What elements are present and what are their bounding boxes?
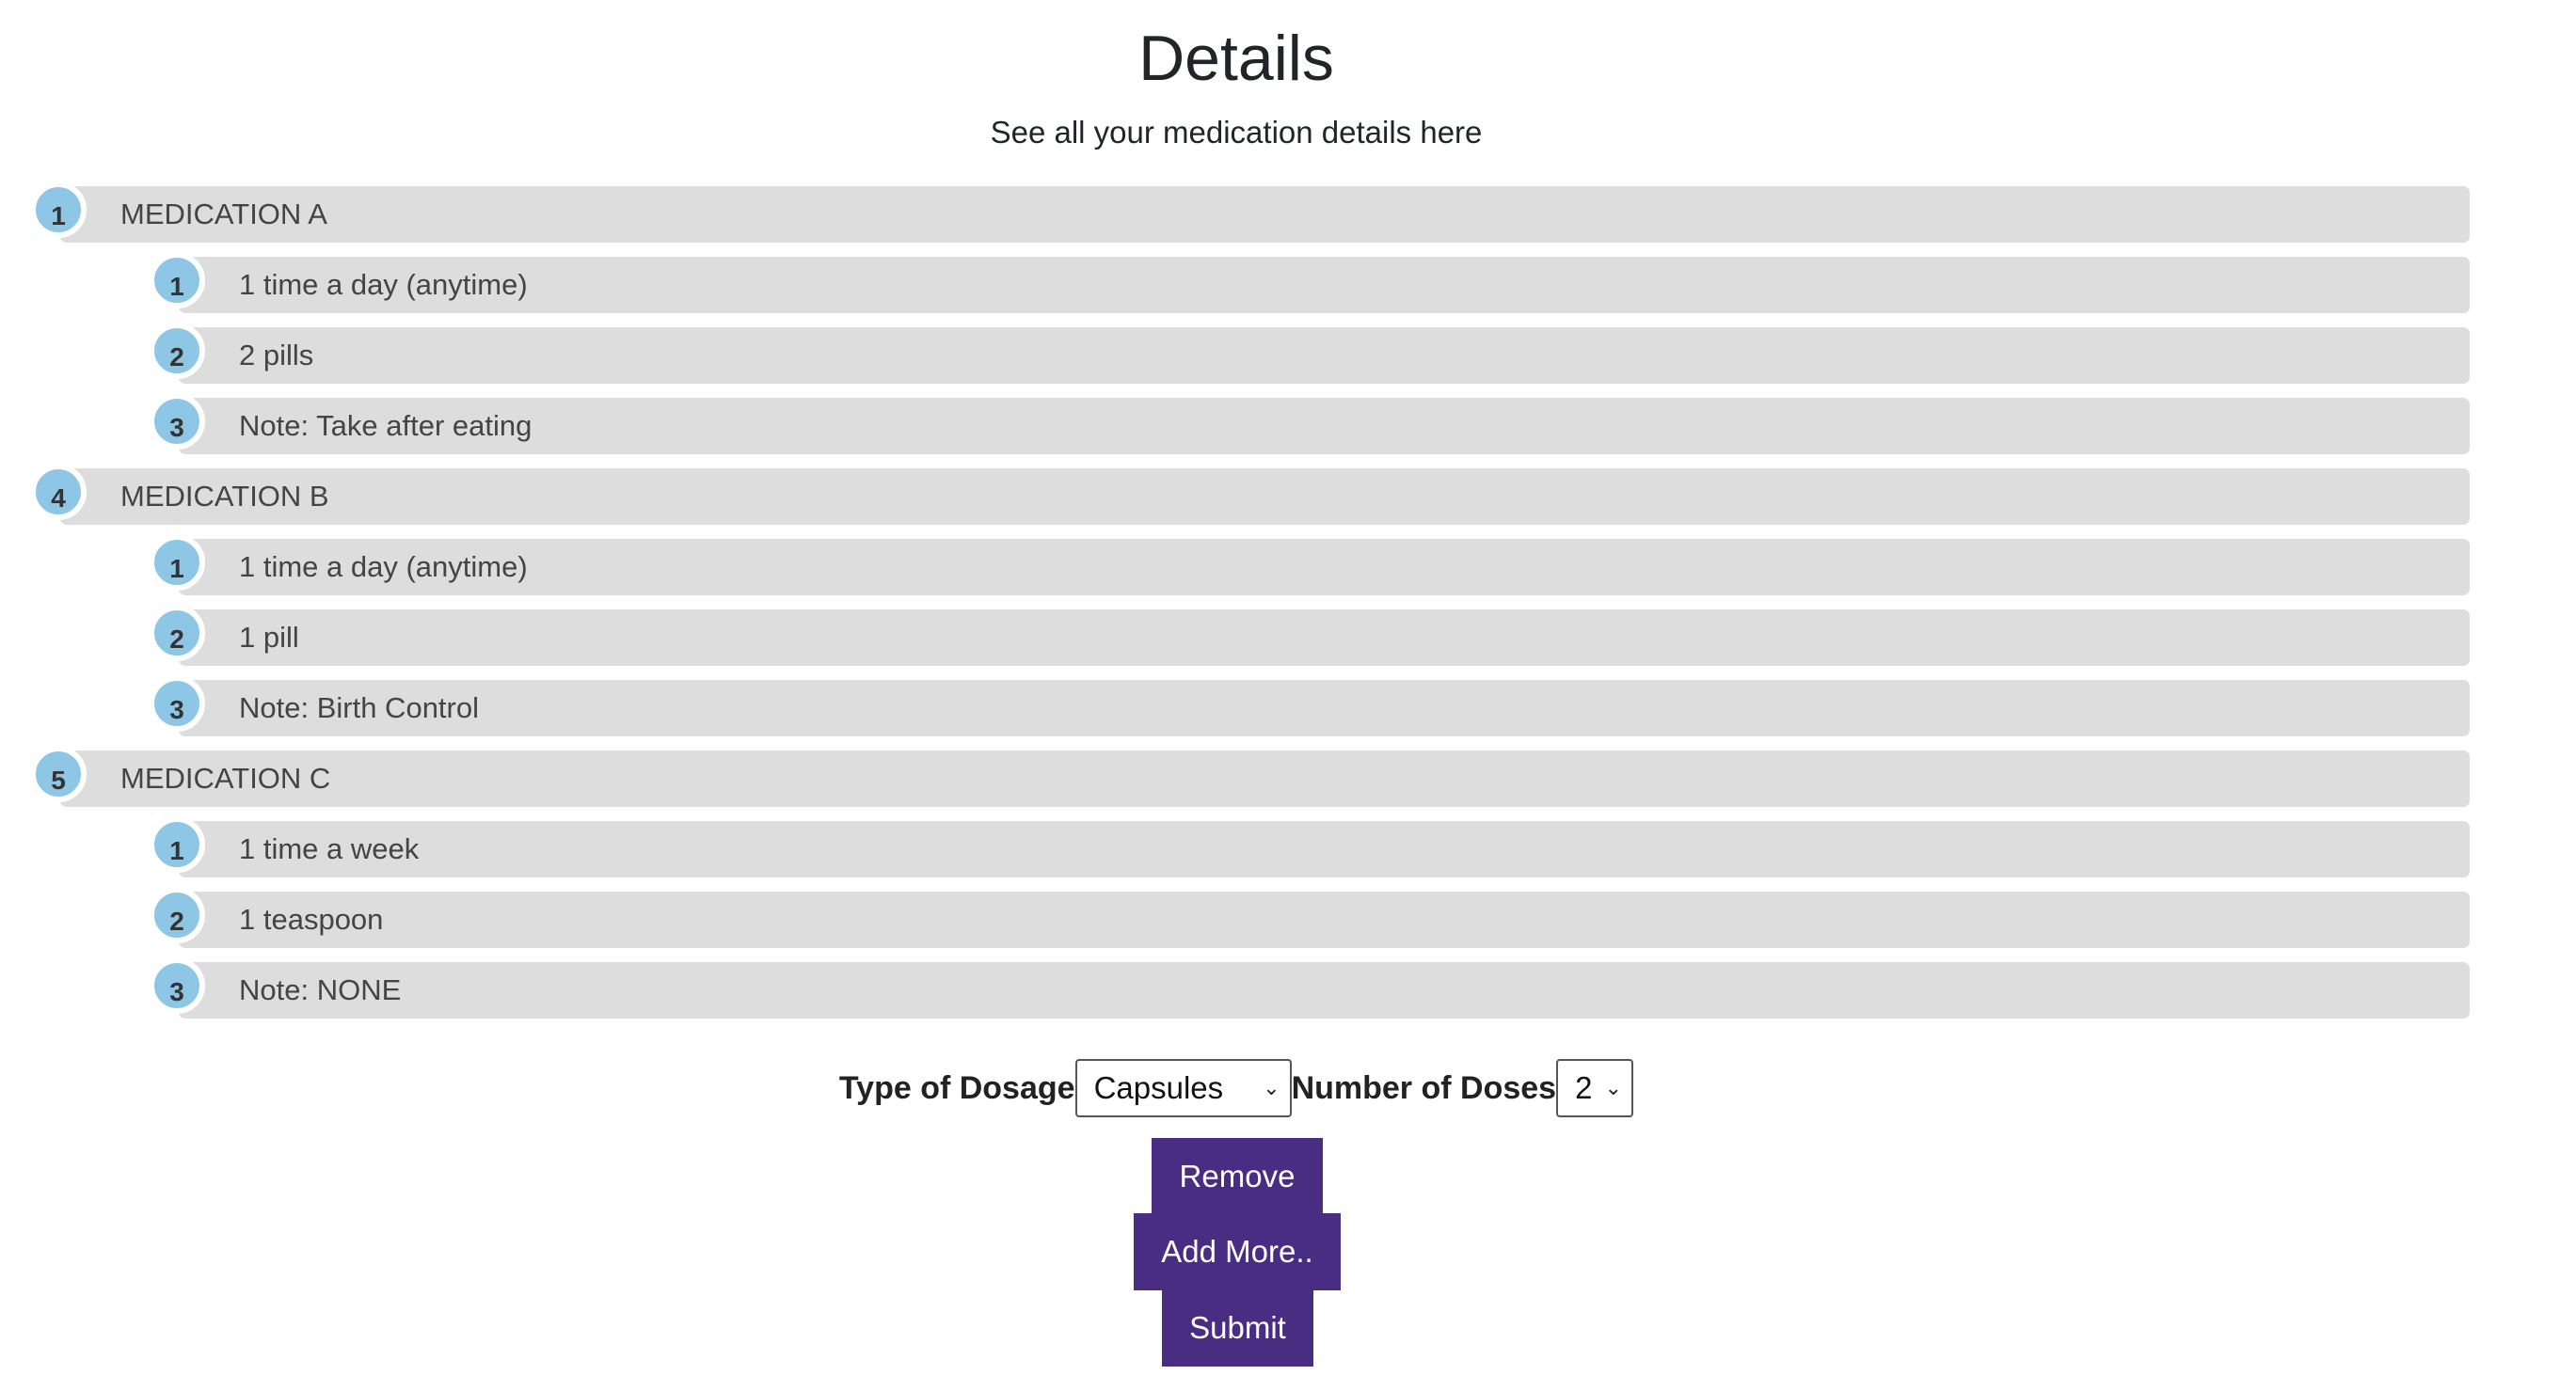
medication-item[interactable]: 4 MEDICATION B [0, 464, 2576, 525]
dosage-type-value: Capsules [1093, 1070, 1224, 1105]
detail-text: Note: Birth Control [239, 691, 479, 724]
detail-text: 2 pills [239, 339, 314, 371]
dosage-type-select[interactable]: Capsules ⌄ [1074, 1059, 1292, 1117]
number-badge: 5 [30, 746, 87, 802]
number-badge: 4 [30, 464, 87, 520]
medication-list: 1 MEDICATION A 1 1 time a day (anytime) … [0, 182, 2576, 1033]
detail-text: 1 pill [239, 621, 299, 654]
medication-name: MEDICATION C [120, 762, 331, 795]
medication-bar [60, 751, 2470, 807]
detail-item[interactable]: 1 1 time a week [0, 816, 2576, 877]
detail-bar [179, 398, 2470, 454]
number-badge: 3 [149, 675, 205, 732]
detail-bar [179, 680, 2470, 736]
detail-item[interactable]: 2 2 pills [0, 323, 2576, 384]
medication-name: MEDICATION B [120, 480, 329, 513]
detail-bar [179, 892, 2470, 948]
detail-item[interactable]: 3 Note: Take after eating [0, 393, 2576, 454]
detail-bar [179, 821, 2470, 877]
detail-text: 1 time a day (anytime) [239, 268, 528, 301]
dose-count-value: 2 [1575, 1070, 1593, 1105]
detail-text: 1 time a day (anytime) [239, 550, 528, 583]
detail-item[interactable]: 3 Note: NONE [0, 957, 2576, 1019]
medication-item[interactable]: 5 MEDICATION C [0, 746, 2576, 807]
detail-text: Note: NONE [239, 973, 402, 1006]
number-badge: 1 [149, 816, 205, 873]
medication-bar [60, 468, 2470, 525]
medication-name: MEDICATION A [120, 198, 327, 230]
detail-item[interactable]: 3 Note: Birth Control [0, 675, 2576, 736]
number-badge: 2 [149, 605, 205, 661]
detail-text: 1 teaspoon [239, 903, 384, 936]
add-more-button[interactable]: Add More.. [1134, 1213, 1341, 1290]
medication-item[interactable]: 1 MEDICATION A [0, 182, 2576, 243]
page-subtitle: See all your medication details here [990, 115, 1483, 150]
number-badge: 1 [149, 534, 205, 591]
number-badge: 3 [149, 393, 205, 450]
detail-item[interactable]: 2 1 pill [0, 605, 2576, 666]
dose-count-select[interactable]: 2 ⌄ [1556, 1059, 1634, 1117]
number-badge: 2 [149, 887, 205, 943]
chevron-down-icon: ⌄ [1604, 1076, 1623, 1099]
detail-item[interactable]: 1 1 time a day (anytime) [0, 534, 2576, 595]
chevron-down-icon: ⌄ [1263, 1076, 1280, 1099]
medication-bar [60, 186, 2470, 243]
remove-button[interactable]: Remove [1152, 1138, 1323, 1215]
number-badge: 1 [30, 182, 87, 238]
detail-bar [179, 539, 2470, 595]
number-badge: 1 [149, 252, 205, 308]
detail-text: Note: Take after eating [239, 409, 533, 442]
dose-count-label: Number of Doses [1291, 1069, 1557, 1106]
number-badge: 2 [149, 323, 205, 379]
detail-text: 1 time a week [239, 832, 420, 865]
detail-bar [179, 327, 2470, 384]
detail-bar [179, 962, 2470, 1019]
page-title: Details [1138, 23, 1334, 94]
number-badge: 3 [149, 957, 205, 1014]
submit-button[interactable]: Submit [1162, 1289, 1313, 1367]
detail-item[interactable]: 2 1 teaspoon [0, 887, 2576, 948]
detail-item[interactable]: 1 1 time a day (anytime) [0, 252, 2576, 313]
dosage-type-label: Type of Dosage [838, 1069, 1075, 1106]
detail-bar [179, 257, 2470, 313]
dosage-controls: Type of Dosage Capsules ⌄ Number of Dose… [0, 1057, 2473, 1119]
detail-bar [179, 609, 2470, 666]
